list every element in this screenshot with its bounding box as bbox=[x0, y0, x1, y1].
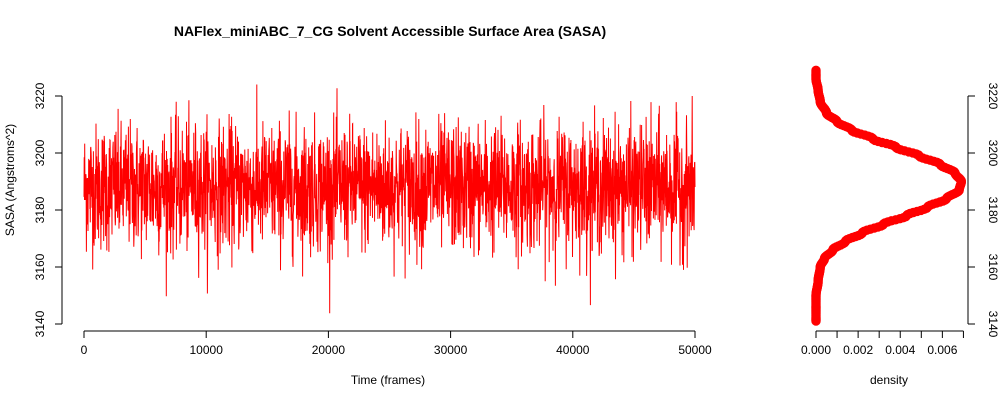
density-y-tick-label: 3160 bbox=[986, 254, 1000, 281]
x-tick-label: 30000 bbox=[434, 343, 468, 357]
density-y-tick-label: 3220 bbox=[986, 83, 1000, 110]
sasa-trace-line bbox=[83, 84, 696, 314]
density-point bbox=[811, 65, 821, 76]
density-y-tick-label: 3200 bbox=[986, 140, 1000, 167]
density-y-axis: 3140 3160 3180 3200 3220 bbox=[967, 83, 1000, 338]
x-axis-label: Time (frames) bbox=[351, 373, 425, 387]
density-x-tick-label: 0.006 bbox=[927, 343, 957, 357]
y-tick-label: 3220 bbox=[33, 82, 47, 109]
y-tick-label: 3200 bbox=[33, 139, 47, 166]
y-tick-label: 3160 bbox=[33, 253, 47, 280]
density-plot: 0.000 0.002 0.004 0.006 3140 3160 3180 3200 3220 bbox=[801, 65, 1000, 357]
x-tick-label: 0 bbox=[81, 343, 88, 357]
density-y-tick-label: 3140 bbox=[986, 311, 1000, 338]
chart-title: NAFlex_miniABC_7_CG Solvent Accessible S… bbox=[174, 23, 606, 39]
x-tick-label: 20000 bbox=[312, 343, 346, 357]
y-axis: 3140 3160 3180 3200 3220 bbox=[33, 82, 63, 337]
density-x-axis: 0.000 0.002 0.004 0.006 bbox=[801, 330, 964, 357]
density-x-tick-label: 0.000 bbox=[801, 343, 831, 357]
density-axis-label: density bbox=[870, 373, 908, 387]
density-x-tick-label: 0.004 bbox=[885, 343, 915, 357]
y-tick-label: 3180 bbox=[33, 196, 47, 223]
y-tick-label: 3140 bbox=[33, 310, 47, 337]
y-axis-label: SASA (Angstroms^2) bbox=[3, 124, 17, 236]
x-axis: 0 10000 20000 30000 40000 50000 bbox=[81, 330, 712, 357]
density-y-tick-label: 3180 bbox=[986, 197, 1000, 224]
time-series-plot: 0 10000 20000 30000 40000 50000 3140 3160 3180 32… bbox=[33, 82, 712, 357]
density-x-tick-label: 0.002 bbox=[843, 343, 873, 357]
x-tick-label: 40000 bbox=[556, 343, 590, 357]
x-tick-label: 50000 bbox=[678, 343, 712, 357]
x-tick-label: 10000 bbox=[190, 343, 224, 357]
